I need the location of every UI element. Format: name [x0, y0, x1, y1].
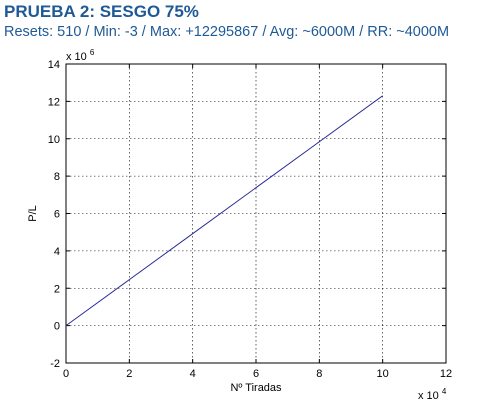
series-layer	[65, 95, 383, 327]
x-tick-label: 4	[190, 368, 196, 380]
y-tick-label: -2	[50, 358, 60, 370]
y-tick-label: 12	[48, 96, 60, 108]
y-tick-label: 6	[54, 209, 60, 221]
y-axis-label: P/L	[27, 205, 39, 222]
x-tick-label: 10	[377, 368, 389, 380]
chart-subtitle: Resets: 510 / Min: -3 / Max: +12295867 /…	[4, 24, 450, 40]
x-axis-exponent: x 10 4	[418, 387, 447, 402]
y-tick-label: 0	[54, 321, 60, 333]
y-tick-label: 2	[54, 283, 60, 295]
y-exponent-base: x 10	[66, 51, 87, 63]
x-tick-label: 2	[126, 368, 132, 380]
y-axis-exponent: x 10 6	[66, 48, 95, 63]
y-exponent-power: 6	[90, 48, 95, 57]
x-exponent-base: x 10	[418, 390, 439, 402]
grid-lines	[66, 64, 446, 363]
x-tick-label: 8	[316, 368, 322, 380]
y-tick-label: 4	[54, 246, 60, 258]
series-line	[65, 95, 383, 327]
y-tick-label: 10	[48, 134, 60, 146]
x-axis-label: Nº Tiradas	[230, 382, 282, 394]
y-tick-label: 8	[54, 171, 60, 183]
chart-title: PRUEBA 2: SESGO 75%	[4, 2, 199, 21]
y-tick-label: 14	[48, 59, 60, 71]
x-exponent-power: 4	[442, 387, 447, 396]
x-tick-label: 0	[63, 368, 69, 380]
x-tick-label: 6	[253, 368, 259, 380]
x-tick-label: 12	[440, 368, 452, 380]
